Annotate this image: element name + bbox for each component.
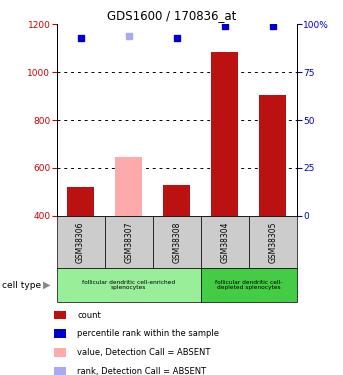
Text: GDS1600 / 170836_at: GDS1600 / 170836_at bbox=[107, 9, 236, 22]
Text: GSM38308: GSM38308 bbox=[172, 221, 181, 262]
Bar bbox=[201, 216, 249, 268]
Bar bbox=[115, 157, 142, 216]
Text: follicular dendritic cell-enriched
splenocytes: follicular dendritic cell-enriched splen… bbox=[82, 280, 175, 290]
Bar bbox=[57, 268, 201, 302]
Text: cell type: cell type bbox=[2, 280, 41, 290]
Text: GSM38307: GSM38307 bbox=[124, 221, 133, 262]
Text: ▶: ▶ bbox=[43, 280, 50, 290]
Text: rank, Detection Call = ABSENT: rank, Detection Call = ABSENT bbox=[77, 367, 206, 375]
Bar bbox=[260, 95, 286, 216]
Text: percentile rank within the sample: percentile rank within the sample bbox=[77, 329, 219, 338]
Bar bbox=[211, 52, 238, 216]
Text: GSM38304: GSM38304 bbox=[220, 221, 229, 262]
Text: count: count bbox=[77, 310, 101, 320]
Bar bbox=[164, 184, 190, 216]
Bar bbox=[201, 268, 297, 302]
Bar bbox=[153, 216, 201, 268]
Text: follicular dendritic cell-
depleted splenocytes: follicular dendritic cell- depleted sple… bbox=[215, 280, 282, 290]
Bar bbox=[105, 216, 153, 268]
Bar bbox=[67, 187, 94, 216]
Text: GSM38305: GSM38305 bbox=[268, 221, 277, 262]
Text: GSM38306: GSM38306 bbox=[76, 221, 85, 262]
Text: value, Detection Call = ABSENT: value, Detection Call = ABSENT bbox=[77, 348, 211, 357]
Bar bbox=[249, 216, 297, 268]
Bar bbox=[57, 216, 105, 268]
